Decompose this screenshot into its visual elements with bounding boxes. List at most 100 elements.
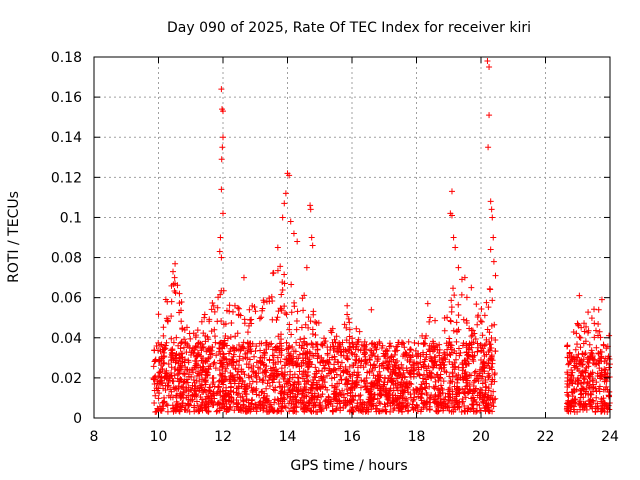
data-point [248,364,255,371]
data-point [257,402,264,409]
data-point [424,391,431,398]
data-point [245,372,252,379]
data-point [486,64,493,71]
data-point [317,383,324,390]
data-point [199,399,206,406]
data-point [332,384,339,391]
data-point [305,405,312,412]
data-point [194,352,201,359]
data-point [239,393,246,400]
data-point [436,341,443,348]
data-point [485,304,492,311]
data-point [463,317,470,324]
data-point [487,341,494,348]
data-point [486,329,493,336]
data-point [576,357,583,364]
data-point [568,388,575,395]
data-point [346,339,353,346]
data-point [340,391,347,398]
data-point [266,382,273,389]
data-point [173,386,180,393]
data-point [579,385,586,392]
data-point [462,373,469,380]
data-point [282,190,289,197]
data-point [431,343,438,350]
data-point [167,394,174,401]
data-point [322,398,329,405]
data-point [406,369,413,376]
y-tick-label: 0.04 [51,331,82,347]
data-point [186,367,193,374]
data-point [201,311,208,318]
data-point [220,321,227,328]
data-point [279,402,286,409]
data-point [220,287,227,294]
data-point [236,376,243,383]
data-point [384,393,391,400]
data-point [341,321,348,328]
data-point [249,396,256,403]
data-point [456,352,463,359]
data-point [449,361,456,368]
data-point [450,364,457,371]
data-point [156,358,163,365]
data-point [162,296,169,303]
data-point [270,376,277,383]
data-point [575,351,582,358]
data-point [399,394,406,401]
data-point [362,356,369,363]
data-point [253,359,260,366]
data-point [401,373,408,380]
data-point [300,368,307,375]
data-point [345,315,352,322]
data-point [422,401,429,408]
data-point [357,384,364,391]
y-tick-label: 0.06 [51,291,82,307]
data-point [173,334,180,341]
data-point [299,406,306,413]
data-point [402,381,409,388]
data-point [153,385,160,392]
data-point [354,364,361,371]
data-point [285,350,292,357]
data-point [398,361,405,368]
data-point [440,378,447,385]
data-point [463,379,470,386]
data-point [461,357,468,364]
data-point [198,371,205,378]
data-point [228,384,235,391]
data-point [175,383,182,390]
data-point [581,328,588,335]
data-point [447,351,454,358]
data-point [288,331,295,338]
data-point [318,341,325,348]
chart-title: Day 090 of 2025, Rate Of TEC Index for r… [167,20,531,36]
data-point [486,112,493,119]
data-point [427,353,434,360]
data-point [485,408,492,415]
data-point [374,385,381,392]
data-point [168,282,175,289]
data-point [450,234,457,241]
data-point [170,268,177,275]
data-point [413,401,420,408]
data-point [155,339,162,346]
data-point [585,382,592,389]
data-point [217,234,224,241]
data-point [441,396,448,403]
data-point [291,404,298,411]
data-point [476,407,483,414]
data-point [177,345,184,352]
data-point [281,200,288,207]
data-point [566,400,573,407]
data-point [328,375,335,382]
data-point [575,377,582,384]
data-point [279,214,286,221]
data-point [344,368,351,375]
data-point [337,372,344,379]
data-point [191,385,198,392]
data-point [377,400,384,407]
data-point [373,408,380,415]
data-point [176,290,183,297]
data-point [236,353,243,360]
